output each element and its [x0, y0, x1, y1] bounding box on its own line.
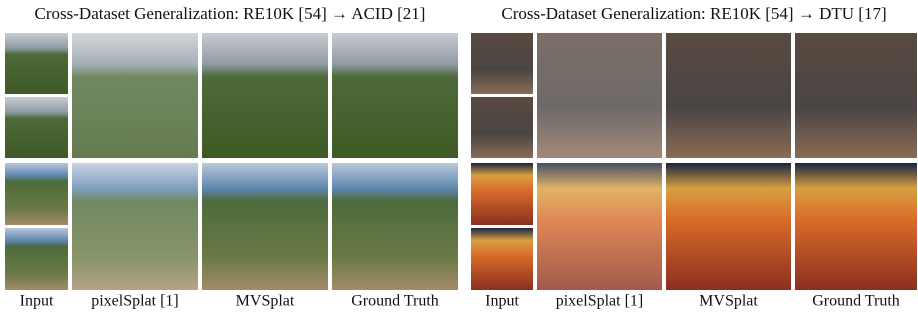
- input-image: [471, 228, 533, 290]
- panel: Cross-Dataset Generalization: RE10K [54]…: [5, 4, 458, 310]
- result-image: [537, 163, 662, 290]
- panel-title: Cross-Dataset Generalization: RE10K [54]…: [35, 4, 426, 23]
- input-image: [5, 33, 68, 94]
- result-image: [332, 163, 458, 290]
- result-image: [202, 33, 328, 158]
- column-label: MVSplat: [699, 293, 758, 310]
- column-label: Input: [20, 293, 54, 310]
- input-image: [471, 33, 533, 94]
- result-image: [666, 163, 791, 290]
- input-image: [5, 163, 68, 225]
- result-image: [666, 33, 791, 158]
- input-image: [5, 97, 68, 158]
- column-label: MVSplat: [236, 293, 295, 310]
- input-image: [471, 97, 533, 158]
- figure: Cross-Dataset Generalization: RE10K [54]…: [0, 0, 918, 314]
- result-image: [537, 33, 662, 158]
- column-label: Ground Truth: [351, 293, 439, 310]
- result-image: [795, 33, 917, 158]
- input-image: [471, 163, 533, 225]
- result-image: [202, 163, 328, 290]
- column-label: pixelSplat [1]: [91, 293, 179, 310]
- result-image: [332, 33, 458, 158]
- panel: Cross-Dataset Generalization: RE10K [54]…: [471, 4, 917, 310]
- result-image: [795, 163, 917, 290]
- column-label: pixelSplat [1]: [556, 293, 644, 310]
- result-image: [72, 33, 198, 158]
- result-image: [72, 163, 198, 290]
- column-label: Ground Truth: [812, 293, 900, 310]
- panel-title: Cross-Dataset Generalization: RE10K [54]…: [501, 4, 886, 23]
- column-label: Input: [485, 293, 519, 310]
- input-image: [5, 228, 68, 290]
